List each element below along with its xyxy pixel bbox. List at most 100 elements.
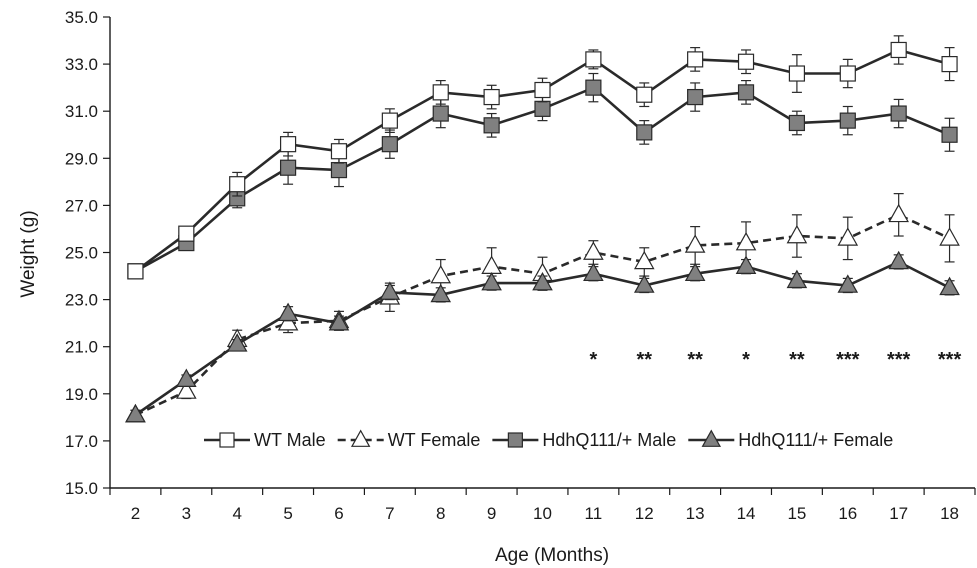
data-point: [585, 51, 602, 68]
significance-label: ***: [836, 349, 860, 371]
x-tick-label: 12: [635, 504, 654, 523]
legend-label: HdhQ111/+ Female: [738, 430, 893, 450]
series-wt-female: [125, 193, 960, 423]
significance-label: **: [636, 349, 652, 371]
significance-label: *: [589, 349, 597, 371]
x-tick-label: 8: [436, 504, 445, 523]
data-point: [839, 112, 856, 129]
data-point: [633, 250, 655, 270]
data-point: [432, 105, 449, 122]
data-point: [279, 159, 297, 176]
data-point: [534, 100, 551, 117]
legend-item-hdhq111-male: HdhQ111/+ Male: [492, 430, 676, 450]
data-point: [430, 283, 452, 303]
x-tick-label: 7: [385, 504, 394, 523]
data-point: [737, 53, 755, 70]
x-tick-label: 14: [737, 504, 756, 523]
x-tick-label: 17: [889, 504, 908, 523]
data-point: [786, 269, 808, 289]
legend-label: HdhQ111/+ Male: [542, 430, 676, 450]
data-point: [532, 271, 553, 291]
tick-labels: 15.0 17.0 19.0 21.0 23.0 25.0 27.0 29.0 31.0 33.0…: [65, 8, 959, 523]
data-point: [684, 262, 706, 282]
data-point: [481, 271, 502, 291]
data-point: [939, 276, 960, 296]
data-point: [178, 225, 195, 242]
data-point: [636, 124, 653, 141]
x-tick-label: 6: [334, 504, 343, 523]
legend-item-hdhq111-female: HdhQ111/+ Female: [688, 429, 893, 450]
data-point: [737, 84, 755, 101]
data-point: [432, 84, 449, 101]
data-point: [636, 86, 653, 103]
data-point: [127, 263, 144, 280]
data-point: [379, 281, 401, 300]
x-axis-title: Age (Months): [495, 545, 609, 566]
significance-label: ***: [887, 349, 911, 371]
y-tick-label: 23.0: [65, 291, 98, 310]
data-point: [328, 311, 350, 331]
data-point: [277, 302, 299, 322]
significance-label: *: [742, 349, 750, 371]
x-tick-label: 3: [182, 504, 191, 523]
data-point: [229, 176, 246, 193]
axes: [103, 16, 976, 495]
data-point: [226, 333, 248, 352]
data-point: [888, 203, 909, 223]
data-point: [483, 88, 500, 106]
x-tick-label: 4: [232, 504, 241, 523]
data-point: [430, 264, 452, 284]
data-point: [941, 55, 958, 73]
data-point: [176, 380, 197, 399]
data-point: [381, 136, 398, 153]
y-tick-label: 31.0: [65, 102, 98, 121]
series-wt-male: [127, 35, 958, 280]
data-point: [890, 105, 907, 122]
x-tick-label: 15: [787, 504, 806, 523]
significance-label: ***: [938, 349, 962, 371]
x-tick-label: 2: [131, 504, 140, 523]
legend-marker: [507, 432, 523, 448]
x-tick-label: 18: [940, 504, 959, 523]
x-tick-label: 10: [533, 504, 552, 523]
legend: WT Male WT Female HdhQ111/+ Male HdhQ111/+ …: [204, 429, 893, 450]
series-hdhq111-female: [125, 250, 960, 423]
data-point: [125, 403, 146, 423]
y-tick-label: 17.0: [65, 432, 98, 451]
x-tick-label: 16: [838, 504, 857, 523]
legend-marker: [219, 432, 235, 448]
data-point: [890, 41, 907, 59]
series-layer: [125, 35, 960, 423]
significance-label: **: [687, 349, 703, 371]
data-point: [735, 231, 757, 251]
legend-marker: [701, 429, 722, 447]
legend-label: WT Female: [388, 430, 481, 450]
y-tick-label: 19.0: [65, 385, 98, 404]
data-point: [277, 311, 299, 331]
data-point: [788, 114, 806, 132]
y-tick-label: 25.0: [65, 244, 98, 263]
data-point: [941, 126, 958, 143]
series-line: [134, 213, 951, 417]
x-tick-label: 13: [686, 504, 705, 523]
legend-item-wt-female: WT Female: [337, 429, 481, 450]
data-point: [837, 274, 859, 293]
data-point: [483, 117, 500, 134]
data-point: [735, 255, 757, 274]
legend-marker: [350, 429, 371, 447]
y-tick-label: 21.0: [65, 338, 98, 357]
data-point: [888, 250, 909, 270]
data-point: [534, 81, 551, 99]
data-point: [330, 143, 348, 160]
x-tick-label: 9: [487, 504, 496, 523]
x-tick-label: 5: [283, 504, 292, 523]
data-point: [585, 79, 602, 96]
significance-label: **: [789, 349, 805, 371]
data-point: [839, 65, 856, 82]
legend-item-wt-male: WT Male: [204, 430, 326, 450]
data-point: [583, 262, 604, 282]
data-point: [176, 368, 197, 387]
data-point: [381, 112, 398, 129]
